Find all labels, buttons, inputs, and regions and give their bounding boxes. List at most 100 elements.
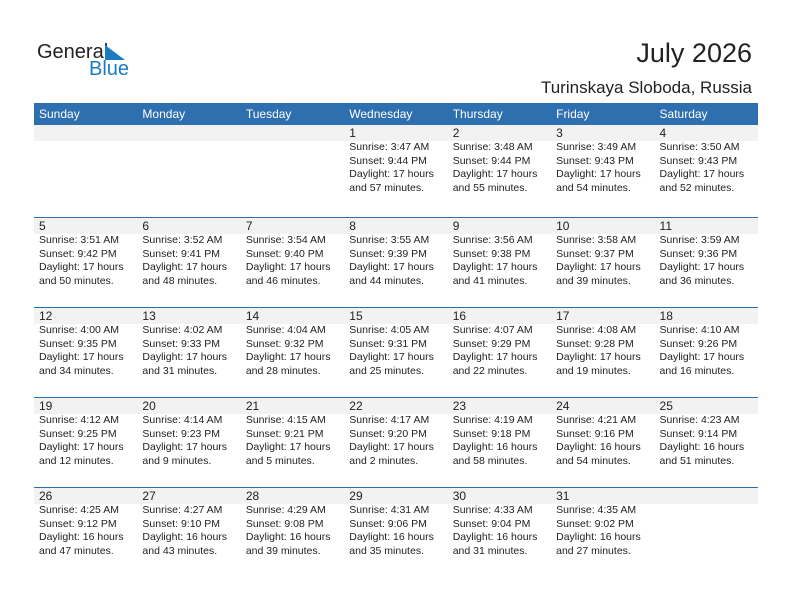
day-number: 2 <box>447 125 552 141</box>
minutes-text: and 46 minutes. <box>245 274 321 287</box>
minutes-text: and 39 minutes. <box>556 274 631 287</box>
week-row: 26 Sunrise: 4:25 AM Sunset: 9:12 PM Dayligh… <box>34 487 758 577</box>
day-number: 20 <box>137 398 241 414</box>
daylight-text: Daylight: 17 hours <box>659 168 745 180</box>
daylight-text: Daylight: 17 hours <box>452 168 538 180</box>
sunset-text: Sunset: 9:35 PM <box>39 337 117 350</box>
minutes-text: and 2 minutes. <box>349 454 419 467</box>
logo-blue: Blue <box>89 58 130 80</box>
week-row: 12 Sunrise: 4:00 AM Sunset: 9:35 PM Dayligh… <box>34 307 758 397</box>
sunrise-text: Sunrise: 4:33 AM <box>452 504 533 516</box>
day-cell: 22 Sunrise: 4:17 AM Sunset: 9:20 PM Dayligh… <box>344 398 448 487</box>
day-number: 22 <box>344 398 448 414</box>
day-cell: 1 Sunrise: 3:47 AM Sunset: 9:44 PM Daylight… <box>344 125 448 217</box>
daylight-text: Daylight: 16 hours <box>452 531 538 543</box>
daylight-text: Daylight: 16 hours <box>245 531 331 543</box>
daylight-text: Daylight: 17 hours <box>245 261 331 273</box>
sunrise-text: Sunrise: 4:12 AM <box>39 414 119 426</box>
page-title: July 2026 <box>636 38 752 68</box>
sunset-text: Sunset: 9:29 PM <box>452 337 531 350</box>
minutes-text: and 36 minutes. <box>659 274 735 287</box>
daylight-text: Daylight: 17 hours <box>349 261 434 273</box>
minutes-text: and 34 minutes. <box>39 364 114 377</box>
daylight-text: Daylight: 17 hours <box>39 261 124 273</box>
daylight-text: Daylight: 17 hours <box>245 441 331 453</box>
day-cell: 25 Sunrise: 4:23 AM Sunset: 9:14 PM Dayligh… <box>654 398 758 487</box>
daylight-text: Daylight: 17 hours <box>245 351 331 363</box>
day-number: 19 <box>34 398 138 414</box>
sunrise-text: Sunrise: 4:07 AM <box>452 324 533 336</box>
daylight-text: Daylight: 16 hours <box>659 441 745 453</box>
day-number: 26 <box>34 488 138 504</box>
day-number: 5 <box>34 218 138 234</box>
sunset-text: Sunset: 9:16 PM <box>556 427 634 440</box>
minutes-text: and 51 minutes. <box>659 454 735 467</box>
day-number: 12 <box>34 308 138 324</box>
sunset-text: Sunset: 9:02 PM <box>556 517 634 530</box>
day-cell: 16 Sunrise: 4:07 AM Sunset: 9:29 PM Dayligh… <box>447 308 552 397</box>
empty-cell <box>34 125 138 217</box>
logo: General Blue <box>37 42 129 79</box>
day-cell: 20 Sunrise: 4:14 AM Sunset: 9:23 PM Dayligh… <box>137 398 241 487</box>
day-cell: 5 Sunrise: 3:51 AM Sunset: 9:42 PM Daylight… <box>34 218 138 307</box>
sunrise-text: Sunrise: 3:59 AM <box>659 234 740 246</box>
weekday-thursday: Thursday <box>452 107 503 121</box>
day-cell: 18 Sunrise: 4:10 AM Sunset: 9:26 PM Dayligh… <box>654 308 758 397</box>
weekday-tuesday: Tuesday <box>245 107 292 121</box>
day-cell: 10 Sunrise: 3:58 AM Sunset: 9:37 PM Dayligh… <box>551 218 655 307</box>
day-cell: 27 Sunrise: 4:27 AM Sunset: 9:10 PM Dayligh… <box>137 488 241 577</box>
minutes-text: and 47 minutes. <box>39 544 114 557</box>
day-number: 4 <box>654 125 758 141</box>
empty-cell <box>654 488 758 577</box>
weekday-saturday: Saturday <box>659 107 708 121</box>
minutes-text: and 39 minutes. <box>245 544 321 557</box>
sunset-text: Sunset: 9:42 PM <box>39 247 117 260</box>
minutes-text: and 9 minutes. <box>142 454 212 467</box>
sunset-text: Sunset: 9:28 PM <box>556 337 634 350</box>
calendar-grid: Sunday Monday Tuesday Wednesday Thursday Frid… <box>34 103 758 577</box>
sunset-text: Sunset: 9:26 PM <box>659 337 738 350</box>
minutes-text: and 57 minutes. <box>349 181 424 194</box>
minutes-text: and 48 minutes. <box>142 274 218 287</box>
weekday-wednesday: Wednesday <box>349 107 413 121</box>
day-number: 7 <box>240 218 345 234</box>
day-cell: 19 Sunrise: 4:12 AM Sunset: 9:25 PM Dayligh… <box>34 398 138 487</box>
day-number: 13 <box>137 308 241 324</box>
sunrise-text: Sunrise: 4:27 AM <box>142 504 223 516</box>
location: Turinskaya Sloboda, Russia <box>540 78 752 97</box>
minutes-text: and 12 minutes. <box>39 454 114 467</box>
day-cell: 30 Sunrise: 4:33 AM Sunset: 9:04 PM Dayligh… <box>447 488 552 577</box>
minutes-text: and 16 minutes. <box>659 364 735 377</box>
sunset-text: Sunset: 9:43 PM <box>659 154 738 167</box>
sunset-text: Sunset: 9:10 PM <box>142 517 221 530</box>
sunset-text: Sunset: 9:18 PM <box>452 427 531 440</box>
sunset-text: Sunset: 9:23 PM <box>142 427 221 440</box>
day-cell: 7 Sunrise: 3:54 AM Sunset: 9:40 PM Daylight… <box>240 218 345 307</box>
day-number: 25 <box>654 398 758 414</box>
sunrise-text: Sunrise: 4:23 AM <box>659 414 740 426</box>
day-number <box>137 125 241 141</box>
sunrise-text: Sunrise: 3:52 AM <box>142 234 223 246</box>
sunrise-text: Sunrise: 4:14 AM <box>142 414 223 426</box>
minutes-text: and 43 minutes. <box>142 544 218 557</box>
daylight-text: Daylight: 16 hours <box>556 531 641 543</box>
daylight-text: Daylight: 16 hours <box>39 531 124 543</box>
daylight-text: Daylight: 17 hours <box>659 351 745 363</box>
sunrise-text: Sunrise: 4:05 AM <box>349 324 430 336</box>
sunrise-text: Sunrise: 3:54 AM <box>245 234 326 246</box>
sunset-text: Sunset: 9:04 PM <box>452 517 531 530</box>
week-row: 19 Sunrise: 4:12 AM Sunset: 9:25 PM Dayligh… <box>34 397 758 487</box>
day-number: 28 <box>240 488 345 504</box>
sunrise-text: Sunrise: 3:58 AM <box>556 234 637 246</box>
day-number <box>34 125 138 141</box>
day-cell: 8 Sunrise: 3:55 AM Sunset: 9:39 PM Daylight… <box>344 218 448 307</box>
daylight-text: Daylight: 17 hours <box>452 351 538 363</box>
daylight-text: Daylight: 16 hours <box>452 441 538 453</box>
sunrise-text: Sunrise: 4:15 AM <box>245 414 326 426</box>
day-cell: 6 Sunrise: 3:52 AM Sunset: 9:41 PM Daylight… <box>137 218 241 307</box>
day-number: 15 <box>344 308 448 324</box>
daylight-text: Daylight: 16 hours <box>349 531 434 543</box>
day-number: 1 <box>344 125 448 141</box>
day-number: 9 <box>447 218 552 234</box>
